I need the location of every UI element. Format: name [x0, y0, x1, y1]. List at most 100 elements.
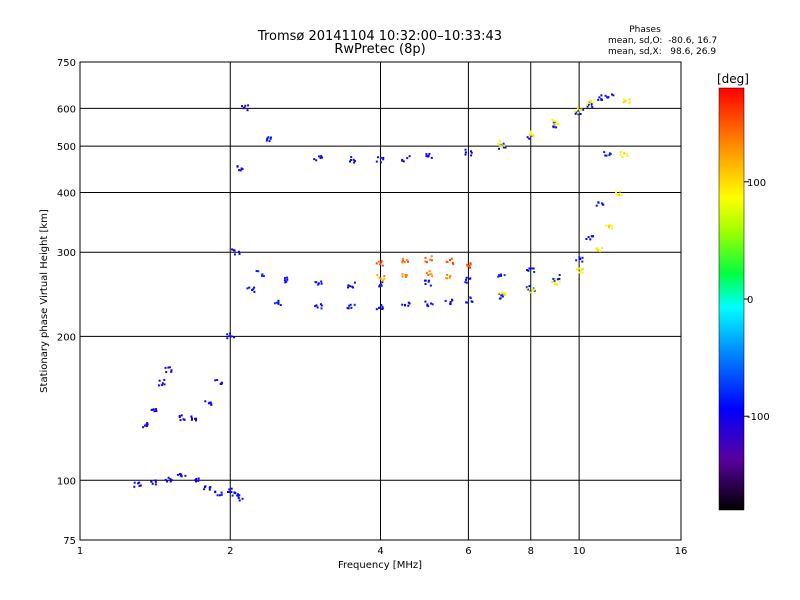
data-point — [425, 155, 428, 158]
data-point — [503, 294, 506, 297]
data-point — [320, 307, 323, 310]
data-point — [316, 306, 319, 309]
data-point — [601, 247, 603, 249]
data-point — [533, 289, 536, 292]
data-point — [579, 113, 582, 115]
data-point — [470, 154, 473, 157]
data-point — [529, 130, 532, 133]
data-point — [444, 299, 447, 302]
data-point — [498, 147, 500, 150]
data-point — [553, 279, 556, 282]
data-point — [218, 494, 221, 497]
data-point — [430, 272, 433, 275]
data-point — [286, 278, 289, 281]
data-point — [554, 124, 557, 126]
data-point — [587, 103, 590, 106]
data-point — [228, 488, 231, 491]
data-point — [624, 100, 627, 102]
data-point — [553, 281, 556, 284]
data-point — [404, 274, 407, 277]
data-point — [381, 281, 384, 284]
data-point — [465, 278, 467, 281]
data-point — [425, 272, 428, 274]
data-point — [469, 296, 472, 299]
data-point — [498, 297, 501, 300]
data-point — [581, 271, 584, 274]
data-point — [160, 384, 163, 387]
data-point — [146, 422, 149, 424]
data-point — [279, 304, 282, 307]
data-point — [580, 108, 583, 111]
data-point — [531, 287, 534, 290]
data-point — [168, 366, 171, 369]
data-point — [502, 146, 505, 149]
data-point — [606, 96, 609, 99]
data-point — [426, 303, 429, 306]
data-point — [601, 203, 604, 206]
data-point — [578, 271, 581, 274]
data-point — [469, 263, 472, 266]
data-point — [530, 291, 533, 294]
data-point — [591, 106, 594, 109]
data-point — [226, 333, 229, 336]
data-point — [615, 194, 618, 197]
x-axis-label: Frequency [MHz] — [338, 560, 422, 571]
data-point — [154, 483, 157, 486]
data-point — [179, 419, 182, 422]
data-point — [228, 335, 231, 338]
data-point — [190, 418, 193, 421]
data-point — [383, 277, 386, 280]
data-point — [591, 235, 594, 238]
data-point — [262, 275, 265, 278]
x-tick-label: 10 — [573, 546, 586, 557]
data-point — [530, 133, 533, 136]
data-point — [590, 100, 592, 103]
data-point — [266, 137, 269, 140]
data-point — [352, 286, 355, 289]
data-point — [377, 156, 379, 159]
data-point — [497, 275, 500, 278]
data-point — [604, 154, 607, 157]
data-point — [151, 482, 154, 485]
data-point — [581, 268, 584, 270]
data-point — [320, 280, 323, 283]
data-point — [178, 416, 181, 418]
data-point — [347, 307, 350, 310]
data-point — [405, 259, 408, 262]
data-point — [597, 201, 600, 204]
data-point — [555, 122, 558, 125]
data-point — [241, 105, 243, 108]
data-point — [619, 190, 621, 193]
data-point — [587, 236, 590, 239]
data-point — [209, 486, 212, 488]
data-point — [381, 306, 384, 308]
data-point — [532, 135, 535, 138]
data-point — [554, 278, 557, 281]
data-point — [406, 274, 409, 277]
data-point — [403, 261, 406, 264]
data-point — [533, 271, 536, 273]
data-point — [429, 273, 432, 276]
data-points — [133, 93, 631, 502]
data-point — [431, 303, 434, 306]
data-point — [315, 159, 318, 162]
data-point — [579, 258, 582, 260]
data-point — [498, 275, 501, 277]
data-point — [253, 290, 256, 293]
data-point — [448, 276, 451, 279]
data-point — [261, 274, 263, 277]
data-point — [138, 481, 141, 484]
data-point — [581, 256, 584, 259]
data-point — [551, 118, 554, 121]
data-point — [176, 473, 179, 476]
data-point — [586, 105, 589, 108]
data-point — [526, 287, 529, 290]
data-point — [464, 148, 467, 151]
data-point — [349, 303, 352, 306]
data-point — [619, 153, 622, 156]
data-point — [619, 151, 622, 153]
data-point — [401, 275, 404, 278]
data-point — [427, 280, 430, 283]
data-point — [347, 286, 349, 289]
data-point — [380, 260, 383, 263]
